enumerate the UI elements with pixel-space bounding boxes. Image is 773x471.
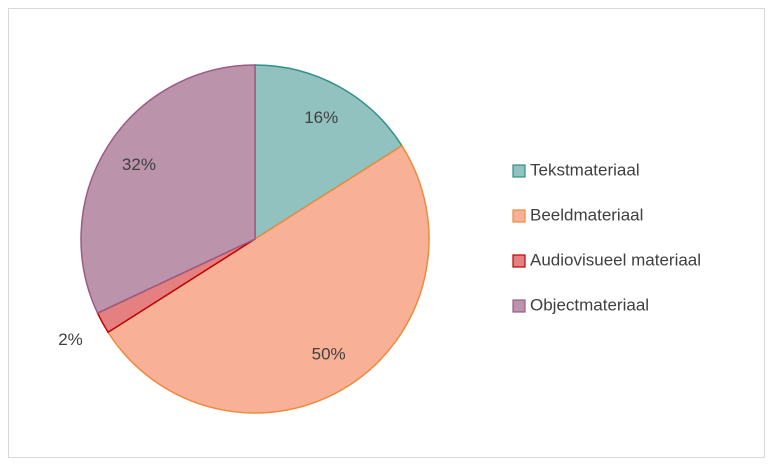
pie-slice	[254, 64, 403, 241]
pie-slice	[80, 64, 256, 315]
legend-label: Tekstmateriaal	[530, 160, 640, 179]
legend-swatch	[512, 209, 526, 223]
data-label: 16%	[304, 108, 338, 127]
data-label: 50%	[312, 345, 346, 364]
legend-swatch	[512, 254, 526, 268]
pie-slice	[107, 144, 430, 414]
legend-swatch	[512, 164, 526, 178]
legend-label: Beeldmateriaal	[530, 205, 643, 224]
legend-label: Audiovisueel materiaal	[530, 250, 701, 269]
legend-label: Objectmateriaal	[530, 295, 649, 314]
legend-swatch	[512, 299, 526, 313]
data-label: 2%	[58, 330, 83, 349]
data-label: 32%	[122, 155, 156, 174]
